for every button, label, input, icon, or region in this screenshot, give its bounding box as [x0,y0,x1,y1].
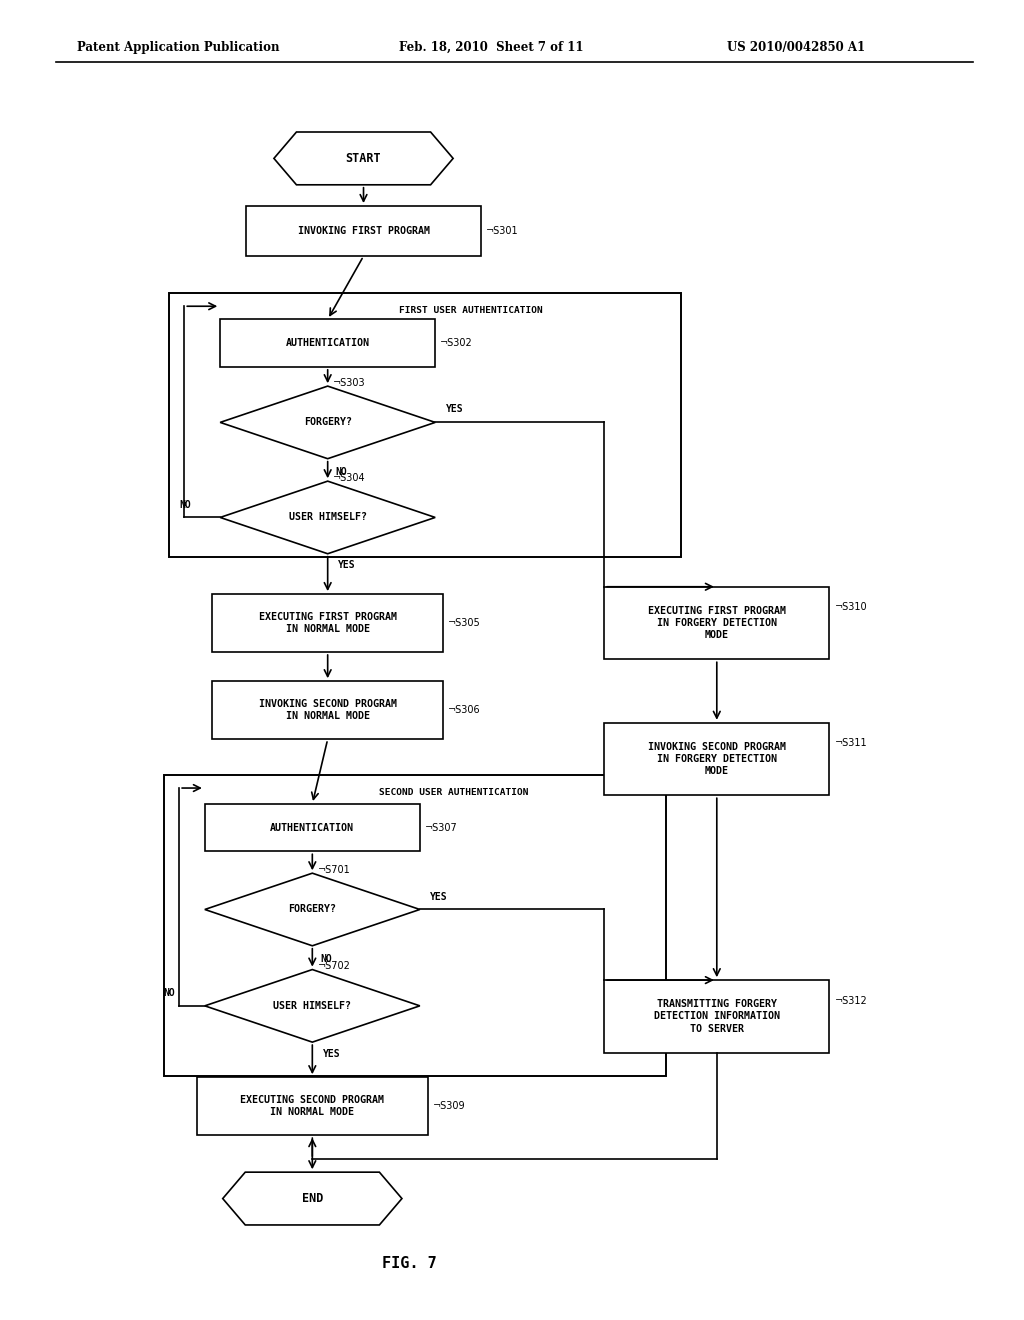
Text: NO: NO [164,987,175,998]
Text: YES: YES [323,1048,340,1059]
Text: NO: NO [179,499,190,510]
Polygon shape [220,385,435,458]
Text: INVOKING SECOND PROGRAM
IN NORMAL MODE: INVOKING SECOND PROGRAM IN NORMAL MODE [259,700,396,721]
Polygon shape [205,969,420,1043]
FancyBboxPatch shape [246,206,481,256]
Text: SECOND USER AUTHENTICATION: SECOND USER AUTHENTICATION [379,788,528,797]
FancyBboxPatch shape [220,319,435,367]
FancyBboxPatch shape [197,1077,428,1135]
Text: ¬S310: ¬S310 [835,602,867,612]
FancyBboxPatch shape [213,594,442,652]
Text: YES: YES [338,560,355,570]
Text: ¬S701: ¬S701 [317,865,350,875]
Text: YES: YES [430,891,447,902]
Text: USER HIMSELF?: USER HIMSELF? [289,512,367,523]
Text: FIRST USER AUTHENTICATION: FIRST USER AUTHENTICATION [399,306,543,315]
Text: FIG. 7: FIG. 7 [382,1255,437,1271]
Text: ¬S301: ¬S301 [486,226,519,236]
Text: Patent Application Publication: Patent Application Publication [77,41,280,54]
Polygon shape [205,874,420,945]
FancyBboxPatch shape [164,775,666,1076]
Text: FORGERY?: FORGERY? [289,904,336,915]
Text: ¬S303: ¬S303 [333,378,366,388]
Text: INVOKING FIRST PROGRAM: INVOKING FIRST PROGRAM [298,226,429,236]
Polygon shape [223,1172,401,1225]
Text: ¬S302: ¬S302 [440,338,473,348]
Text: AUTHENTICATION: AUTHENTICATION [270,822,354,833]
Text: ¬S305: ¬S305 [449,618,480,628]
Text: EXECUTING FIRST PROGRAM
IN FORGERY DETECTION
MODE: EXECUTING FIRST PROGRAM IN FORGERY DETEC… [648,606,785,640]
Text: ¬S702: ¬S702 [317,961,350,972]
Text: ¬S307: ¬S307 [425,822,458,833]
Text: ¬S312: ¬S312 [835,995,867,1006]
Text: EXECUTING SECOND PROGRAM
IN NORMAL MODE: EXECUTING SECOND PROGRAM IN NORMAL MODE [241,1096,384,1117]
FancyBboxPatch shape [604,979,829,1053]
Text: ¬S306: ¬S306 [449,705,480,715]
FancyBboxPatch shape [205,804,420,851]
FancyBboxPatch shape [604,723,829,795]
Polygon shape [220,482,435,554]
Text: YES: YES [445,404,463,414]
Text: NO: NO [336,466,347,477]
FancyBboxPatch shape [213,681,442,739]
Text: END: END [302,1192,323,1205]
Text: ¬S304: ¬S304 [333,473,366,483]
Polygon shape [273,132,453,185]
Text: EXECUTING FIRST PROGRAM
IN NORMAL MODE: EXECUTING FIRST PROGRAM IN NORMAL MODE [259,612,396,634]
Text: START: START [346,152,381,165]
Text: INVOKING SECOND PROGRAM
IN FORGERY DETECTION
MODE: INVOKING SECOND PROGRAM IN FORGERY DETEC… [648,742,785,776]
Text: TRANSMITTING FORGERY
DETECTION INFORMATION
TO SERVER: TRANSMITTING FORGERY DETECTION INFORMATI… [653,999,780,1034]
Text: NO: NO [321,953,332,964]
Text: US 2010/0042850 A1: US 2010/0042850 A1 [727,41,865,54]
Text: ¬S309: ¬S309 [432,1101,465,1111]
Text: ¬S311: ¬S311 [835,738,867,748]
Text: FORGERY?: FORGERY? [304,417,351,428]
Text: AUTHENTICATION: AUTHENTICATION [286,338,370,348]
FancyBboxPatch shape [169,293,681,557]
Text: Feb. 18, 2010  Sheet 7 of 11: Feb. 18, 2010 Sheet 7 of 11 [399,41,584,54]
Text: USER HIMSELF?: USER HIMSELF? [273,1001,351,1011]
FancyBboxPatch shape [604,586,829,659]
